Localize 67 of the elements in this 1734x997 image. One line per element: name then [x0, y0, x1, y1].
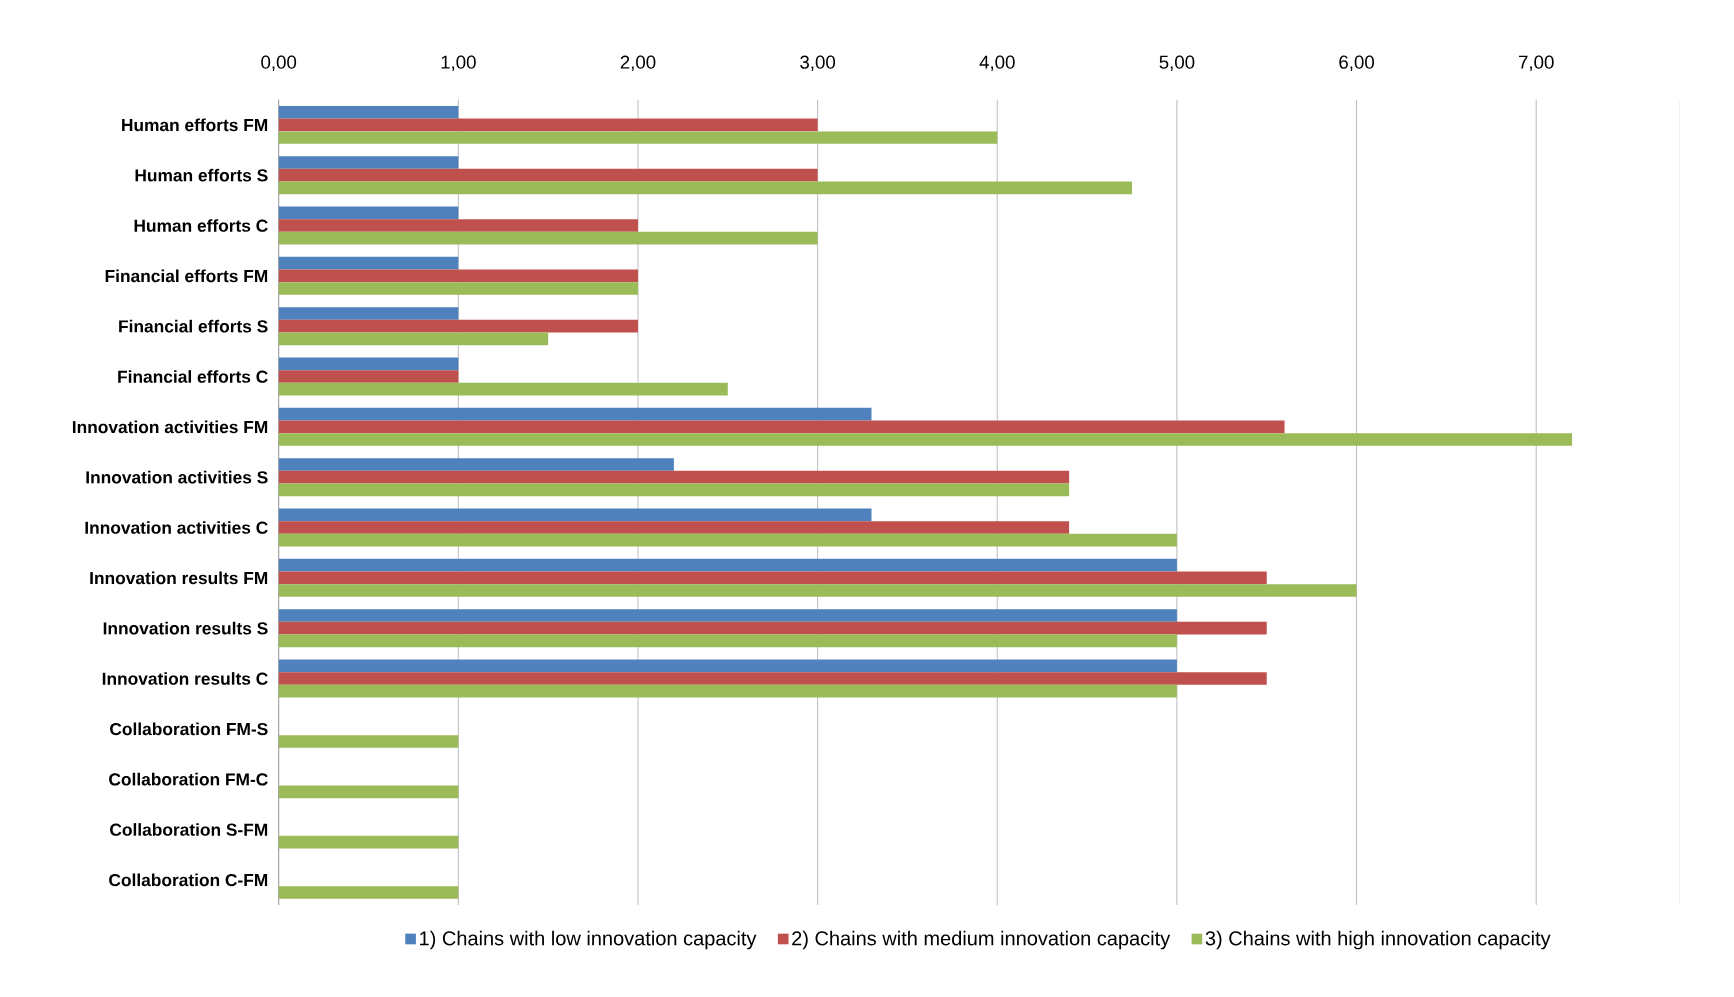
bar — [278, 571, 1267, 585]
legend-label: 1) Chains with low innovation capacity — [420, 930, 757, 950]
bar — [278, 558, 1177, 572]
y-tick-label: Collaboration FM-S — [110, 722, 268, 736]
bar — [278, 407, 872, 421]
bar — [278, 433, 1573, 446]
bar — [278, 156, 459, 169]
bar — [278, 785, 459, 799]
x-tick-label: 2,00 — [620, 55, 656, 71]
bar — [278, 269, 638, 283]
bar — [278, 131, 998, 144]
y-tick-label: Innovation results FM — [90, 571, 268, 585]
bar — [278, 835, 459, 849]
y-tick-label: Human efforts C — [134, 219, 268, 232]
bar — [278, 483, 1070, 497]
bar — [278, 684, 1177, 698]
x-tick-label: 1,00 — [441, 55, 476, 71]
y-tick-label: Human efforts S — [135, 168, 268, 182]
x-tick-label: 7,00 — [1519, 55, 1554, 71]
bar — [278, 105, 459, 119]
bar — [278, 168, 818, 182]
bar — [278, 219, 638, 232]
bar — [278, 307, 459, 320]
bar — [278, 370, 459, 383]
bar — [278, 634, 1177, 648]
bar — [278, 256, 459, 270]
bar — [278, 609, 1177, 622]
y-tick-label: Innovation activities FM — [72, 420, 268, 434]
bar — [278, 118, 818, 132]
y-tick-label: Financial efforts FM — [105, 269, 268, 283]
y-tick-label: Human efforts FM — [122, 118, 268, 132]
legend-label: 3) Chains with high innovation capacity — [1205, 930, 1551, 950]
bar — [278, 735, 459, 748]
bar — [278, 672, 1267, 685]
bar — [278, 521, 1070, 534]
y-tick-label: Collaboration C-FM — [109, 873, 268, 887]
x-tick-label: 0,00 — [261, 55, 297, 71]
bar — [278, 659, 1177, 673]
y-tick-label: Financial efforts S — [119, 319, 268, 333]
y-tick-label: Collaboration FM-C — [109, 772, 268, 786]
x-tick-label: 3,00 — [800, 55, 836, 71]
bar — [278, 584, 1357, 597]
bar — [278, 319, 638, 333]
bar — [278, 621, 1267, 635]
bar — [278, 470, 1070, 484]
bar — [278, 181, 1132, 195]
y-tick-label: Innovation activities S — [86, 470, 268, 484]
bar — [278, 420, 1285, 434]
bar — [278, 357, 459, 371]
bar — [278, 886, 459, 899]
bar — [278, 458, 674, 471]
bar — [278, 332, 549, 346]
legend-label: 2) Chains with medium innovation capacity — [792, 930, 1171, 950]
bar — [278, 231, 818, 245]
y-tick-label: Innovation activities C — [85, 521, 268, 534]
y-tick-label: Innovation results S — [103, 621, 268, 635]
y-tick-label: Financial efforts C — [118, 370, 268, 383]
x-tick-label: 6,00 — [1339, 55, 1374, 71]
bar — [278, 282, 638, 295]
x-tick-label: 4,00 — [979, 55, 1015, 71]
bar — [278, 206, 459, 220]
y-tick-label: Collaboration S-FM — [110, 823, 268, 836]
x-tick-label: 5,00 — [1159, 55, 1195, 71]
bar — [278, 382, 728, 396]
y-tick-label: Innovation results C — [102, 672, 268, 685]
bar — [278, 508, 872, 522]
bar — [278, 533, 1177, 547]
